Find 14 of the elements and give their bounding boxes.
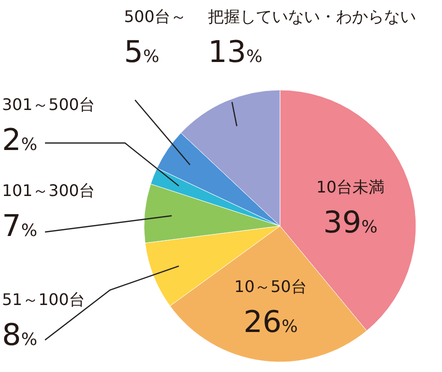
slice-label: 101～300台 bbox=[2, 181, 96, 200]
data-label: 5% bbox=[124, 35, 160, 70]
slice-label: 把握していない・わからない bbox=[208, 7, 416, 26]
data-label: 7% bbox=[2, 209, 38, 244]
data-label: 2% bbox=[2, 123, 38, 158]
slice-label: 500台～ bbox=[124, 7, 187, 26]
data-label: 8% bbox=[2, 318, 38, 353]
data-label: 39% bbox=[323, 206, 378, 241]
slice-label: 51～100台 bbox=[2, 290, 85, 309]
slice-label: 10～50台 bbox=[234, 277, 307, 296]
slice-label: 301～500台 bbox=[2, 95, 96, 114]
data-label: 13% bbox=[208, 35, 262, 70]
slice-label: 10台未満 bbox=[316, 178, 385, 197]
data-label: 26% bbox=[243, 305, 298, 340]
